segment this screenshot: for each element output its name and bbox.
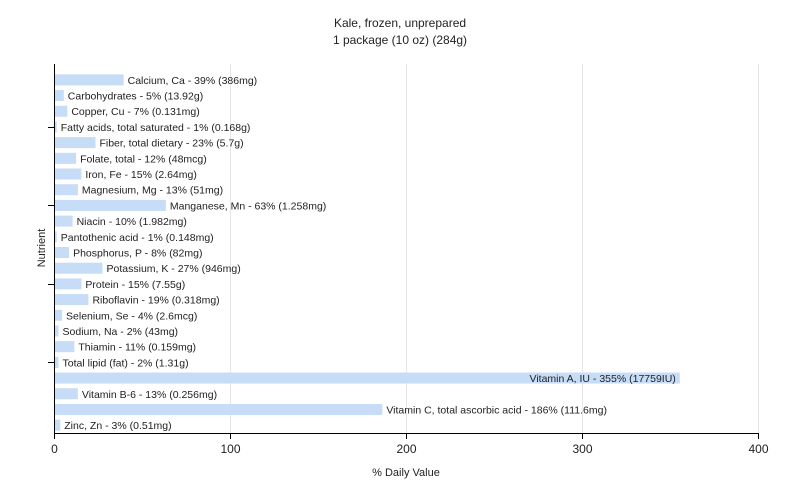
bar [55, 356, 59, 368]
x-tick-label: 0 [51, 442, 58, 456]
bar-label: Total lipid (fat) - 2% (1.31g) [63, 357, 189, 369]
bar-label: Calcium, Ca - 39% (386mg) [128, 75, 258, 87]
bar-label: Vitamin C, total ascorbic acid - 186% (1… [386, 404, 607, 416]
bar-label: Protein - 15% (7.55g) [85, 279, 185, 291]
x-tick-label: 200 [396, 442, 416, 456]
bar [55, 199, 166, 211]
bar [55, 231, 57, 243]
bar-label: Manganese, Mn - 63% (1.258mg) [170, 200, 326, 212]
bar [55, 137, 96, 149]
bar-label: Fiber, total dietary - 23% (5.7g) [99, 138, 243, 150]
x-axis-title: % Daily Value [372, 467, 440, 479]
bar [55, 152, 77, 164]
bar-label: Sodium, Na - 2% (43mg) [63, 326, 179, 338]
bar-label: Vitamin B-6 - 13% (0.256mg) [82, 389, 217, 401]
bar-label: Niacin - 10% (1.982mg) [77, 216, 187, 228]
bar [55, 262, 103, 274]
bar [55, 168, 82, 180]
bar [55, 215, 73, 227]
bar [55, 90, 64, 102]
bar-label: Copper, Cu - 7% (0.131mg) [71, 106, 199, 118]
bar-label: Pantothenic acid - 1% (0.148mg) [61, 232, 214, 244]
bar [55, 247, 70, 258]
bar [55, 74, 124, 86]
bar-label: Magnesium, Mg - 13% (51mg) [82, 185, 223, 197]
chart-subtitle: 1 package (10 oz) (284g) [333, 33, 467, 47]
bar [55, 121, 57, 133]
y-axis-title: Nutrient [36, 229, 48, 268]
bar [55, 403, 383, 415]
bar-label: Folate, total - 12% (48mcg) [80, 153, 207, 165]
chart-title: Kale, frozen, unprepared [334, 16, 466, 30]
bar [55, 388, 78, 400]
bar [55, 294, 89, 306]
grid-lines [230, 64, 759, 433]
bar-label: Potassium, K - 27% (946mg) [107, 263, 241, 275]
bar-label: Carbohydrates - 5% (13.92g) [68, 91, 203, 103]
x-tick-label: 100 [220, 442, 240, 456]
axes: 0 100 200 300 400 [48, 64, 769, 456]
bar [55, 278, 82, 290]
bar-label: Fatty acids, total saturated - 1% (0.168… [61, 122, 251, 134]
bar-label: Thiamin - 11% (0.159mg) [78, 342, 196, 354]
bar [55, 372, 680, 384]
bar [55, 419, 61, 431]
bar-label: Vitamin A, IU - 355% (17759IU) [530, 373, 676, 385]
bars: Calcium, Ca - 39% (386mg) Carbohydrates -… [55, 74, 680, 432]
bar [55, 184, 78, 196]
bar-label: Zinc, Zn - 3% (0.51mg) [64, 420, 171, 432]
bar [55, 309, 63, 321]
bar [55, 341, 75, 353]
bar-label: Riboflavin - 19% (0.318mg) [92, 295, 219, 307]
bar-label: Iron, Fe - 15% (2.64mg) [85, 169, 196, 181]
x-tick-label: 300 [572, 442, 592, 456]
bar-label: Selenium, Se - 4% (2.6mcg) [66, 310, 197, 322]
bar [55, 325, 59, 337]
x-tick-label: 400 [748, 442, 768, 456]
bar [55, 105, 68, 117]
bar-label: Phosphorus, P - 8% (82mg) [73, 248, 202, 260]
